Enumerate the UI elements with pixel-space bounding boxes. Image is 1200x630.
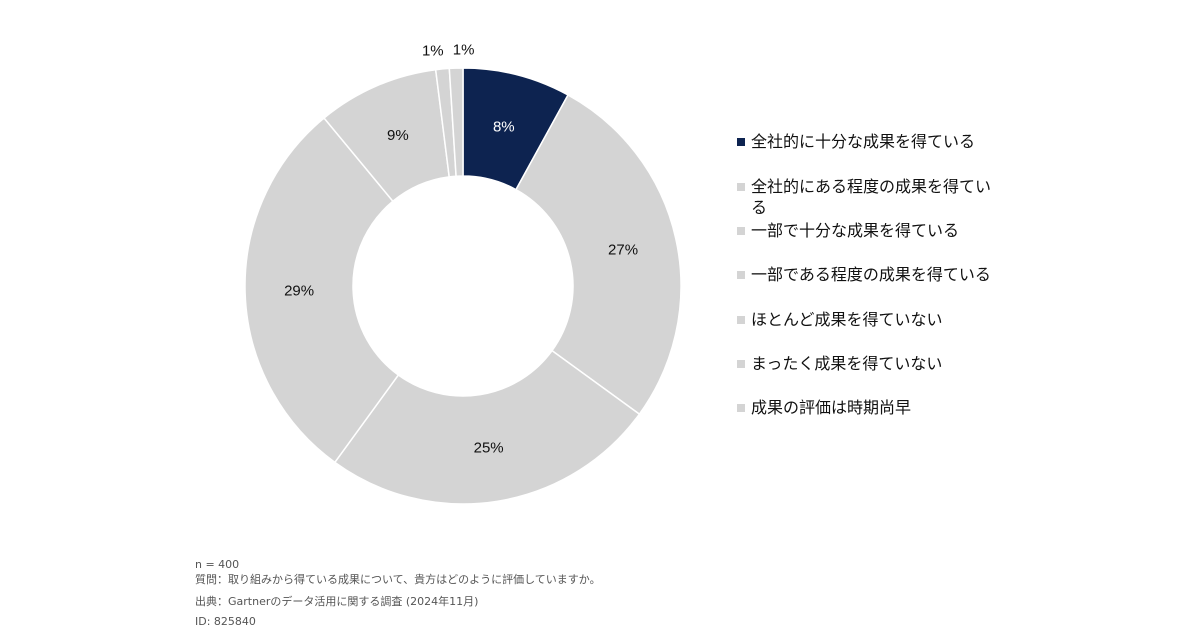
legend-swatch: [737, 183, 745, 191]
legend-item: ほとんど成果を得ていない: [737, 309, 1027, 330]
legend-label: 全社的にある程度の成果を得ている: [751, 177, 992, 217]
legend-label: まったく成果を得ていない: [751, 354, 943, 373]
legend-item: 一部で十分な成果を得ている: [737, 220, 1027, 241]
legend-label: 一部で十分な成果を得ている: [751, 221, 960, 240]
legend-item: 全社的に十分な成果を得ている: [737, 131, 1027, 152]
slice-value-label: 1%: [422, 43, 444, 60]
slice-value-label: 8%: [493, 119, 515, 136]
legend-swatch: [737, 404, 745, 412]
question-note: 質問：取り組みから得ている成果について、貴方はどのように評価していますか。: [195, 573, 601, 586]
legend-swatch: [737, 227, 745, 235]
legend-label: 全社的に十分な成果を得ている: [751, 132, 976, 151]
slice-value-label: 29%: [284, 283, 314, 300]
slice-value-label: 9%: [387, 127, 409, 144]
legend-item: まったく成果を得ていない: [737, 353, 1027, 374]
legend-swatch: [737, 271, 745, 279]
slice-value-label: 1%: [453, 42, 475, 59]
slice-value-label: 25%: [474, 439, 504, 456]
donut-slice: [514, 93, 682, 416]
donut-slice: [448, 67, 464, 178]
donut-slice: [244, 116, 400, 464]
legend-label: 成果の評価は時期尚早: [751, 398, 912, 417]
legend-swatch: [737, 316, 745, 324]
sample-size-note: n = 400: [195, 558, 240, 571]
donut-slice: [333, 349, 641, 505]
id-note: ID: 825840: [195, 615, 256, 628]
legend-item: 一部である程度の成果を得ている: [737, 264, 1027, 285]
legend-label: ほとんど成果を得ていない: [751, 310, 943, 329]
legend-label: 一部である程度の成果を得ている: [751, 265, 991, 284]
source-note: 出典：Gartnerのデータ活用に関する調査 (2024年11月): [195, 595, 479, 608]
slice-value-label: 27%: [608, 242, 638, 259]
legend-item: 全社的にある程度の成果を得ている: [737, 176, 1027, 218]
legend-swatch: [737, 360, 745, 368]
legend-swatch: [737, 138, 745, 146]
legend-item: 成果の評価は時期尚早: [737, 397, 1027, 418]
